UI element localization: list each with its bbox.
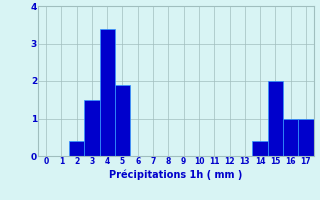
- Bar: [283, 118, 298, 156]
- X-axis label: Précipitations 1h ( mm ): Précipitations 1h ( mm ): [109, 169, 243, 180]
- Bar: [298, 118, 314, 156]
- Bar: [268, 81, 283, 156]
- Bar: [69, 141, 84, 156]
- Bar: [252, 141, 268, 156]
- Bar: [115, 85, 130, 156]
- Bar: [84, 100, 100, 156]
- Bar: [100, 28, 115, 156]
